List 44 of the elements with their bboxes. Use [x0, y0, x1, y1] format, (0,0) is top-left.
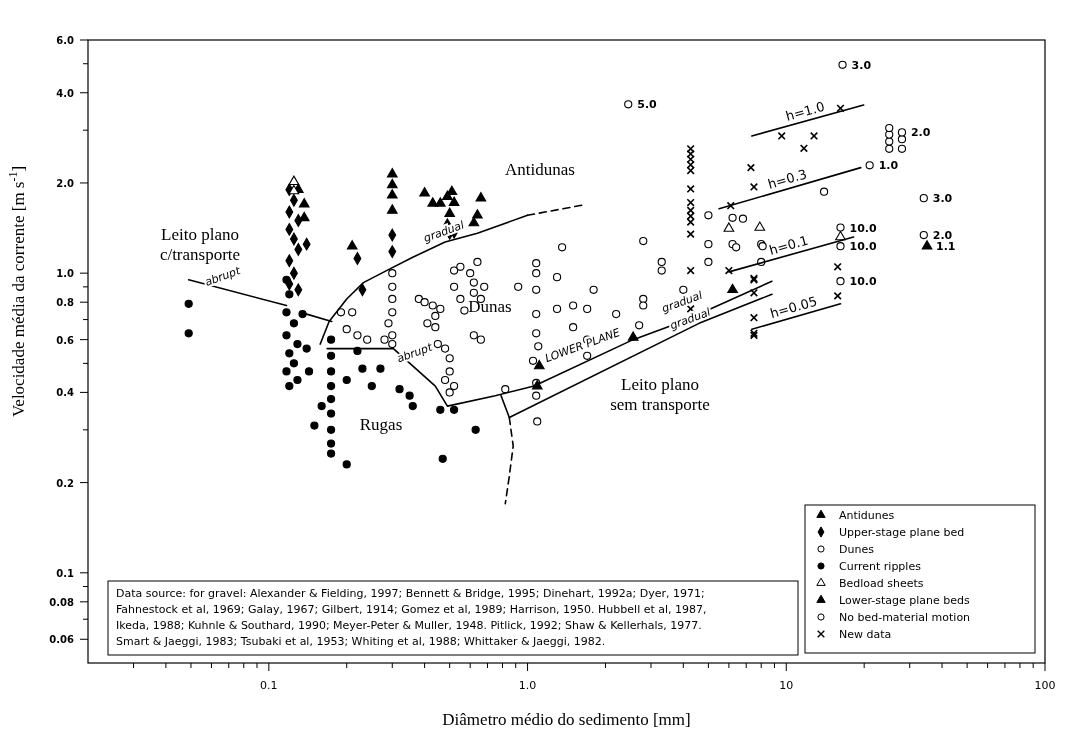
legend-label: Bedload sheets: [839, 577, 924, 590]
annotation: Dunas: [468, 297, 512, 316]
y-tick-label: 2.0: [56, 177, 75, 189]
text: h=0.3: [766, 166, 809, 192]
annotation: 10.0: [849, 221, 877, 235]
x-tick-label: 10: [779, 679, 794, 692]
legend-label: Lower-stage plane beds: [839, 594, 970, 607]
annotation: 5.0: [637, 98, 658, 112]
legend-label: Antidunes: [839, 509, 895, 522]
legend-label: No bed-material motion: [839, 611, 971, 624]
annotation: Leito plano c/transporte: [159, 225, 241, 264]
annotation: 1.0: [878, 159, 899, 173]
annotation: 10.0: [849, 275, 877, 289]
x-tick-label: 1.0: [518, 679, 537, 692]
y-tick-label: 4.0: [56, 87, 75, 99]
annotation: 10.0: [849, 240, 877, 254]
annotation: Data source: for gravel: Alexander & Fielding, 1997; Bennett & Bridge, 1995; Dinehart, 1992a; Dyer, 1971; Fahnestock et al, 1969; Galay, 1967; Gilbert, 1914; Gomez et al, 1989; Harrison, 1950. Hubbell et al, 1987, Ikeda, 1988; Kuhnle & Southard, 1990; Meyer-Peter & Muller, 1948. Pitlick, 1992; Shaw & Kellerhals, 1977. Smart & Jaeggi, 1983; Tsubaki et al, 1953; Whiting et al, 1988; Whittaker & Jaeggi, 1982.: [116, 587, 707, 648]
annotation: 1.1: [936, 240, 956, 254]
y-tick-label: 6.0: [56, 35, 75, 46]
x-tick-label: 100: [1034, 679, 1056, 692]
y-tick-label: 0.1: [56, 567, 75, 579]
y-tick-label: 1.0: [56, 268, 75, 280]
text: h=0.1: [767, 232, 810, 258]
legend-label: Current ripples: [839, 560, 922, 573]
y-tick-label: 0.2: [56, 477, 75, 489]
annotation: 2.0: [932, 229, 953, 243]
text: h=0.05: [768, 293, 819, 322]
y-tick-label: 0.4: [56, 387, 75, 399]
annotation: 3.0: [851, 58, 872, 72]
y-tick-label: 0.6: [56, 334, 75, 346]
legend-label: New data: [839, 628, 892, 641]
annotation: 3.0: [932, 192, 953, 206]
x-tick-label: 0.1: [260, 679, 278, 692]
annotation: Antidunas: [505, 160, 575, 179]
legend-label: Dunes: [839, 543, 875, 556]
text: h=1.0: [784, 98, 827, 124]
y-tick-label: 0.08: [49, 596, 75, 608]
legend-label: Upper-stage plane bed: [839, 526, 965, 539]
annotation: Rugas: [359, 415, 403, 434]
y-tick-label: 0.06: [49, 634, 75, 646]
x-axis-title: Diâmetro médio do sedimento [mm]: [442, 710, 691, 729]
y-tick-label: 0.8: [56, 297, 75, 309]
annotation: Leito plano sem transporte: [610, 375, 710, 414]
annotation: 2.0: [910, 126, 931, 140]
